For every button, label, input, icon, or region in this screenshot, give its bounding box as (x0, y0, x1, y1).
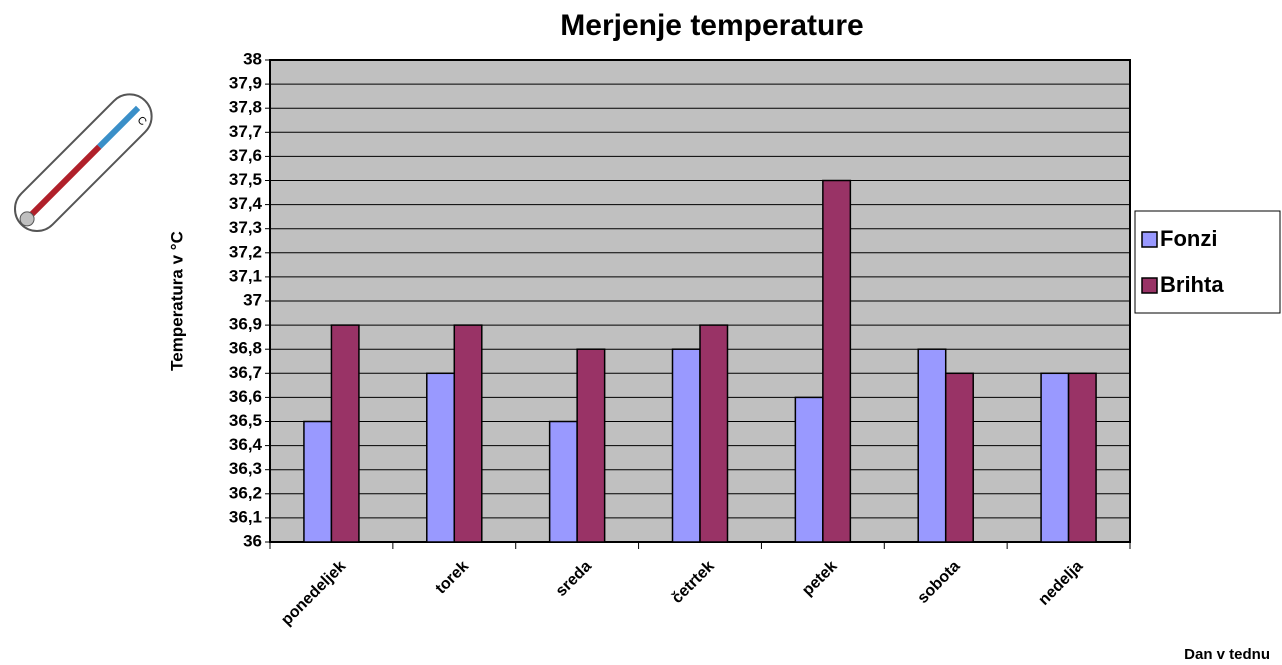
x-tick-label: sobota (914, 558, 963, 607)
x-tick-label: torek (432, 558, 472, 598)
legend-swatch (1141, 277, 1158, 294)
bar (822, 179, 852, 543)
y-tick-label: 36,2 (229, 483, 262, 502)
bar (944, 372, 974, 543)
bar (548, 420, 578, 543)
y-tick-label: 37,4 (229, 194, 263, 213)
x-axis-label: Dan v tednu (1184, 646, 1270, 663)
legend-swatch (1141, 231, 1158, 248)
bar (426, 372, 456, 543)
y-tick-label: 36,3 (229, 459, 262, 478)
bar (453, 324, 483, 543)
bar (671, 348, 701, 543)
y-tick-label: 36,4 (229, 435, 263, 454)
y-tick-label: 36,6 (229, 387, 262, 406)
y-axis-label: Temperatura v °C (167, 231, 186, 371)
bar (1067, 372, 1097, 543)
y-tick-label: 36,7 (229, 363, 262, 382)
chart-title: Merjenje temperature (560, 9, 863, 42)
legend-label: Fonzi (1160, 226, 1217, 251)
y-tick-label: 37,2 (229, 242, 262, 261)
legend-label: Brihta (1160, 272, 1224, 297)
x-tick-label: nedelja (1035, 558, 1086, 609)
x-tick-label: ponedeljek (278, 558, 349, 629)
y-tick-label: 37,1 (229, 266, 262, 285)
bar (794, 396, 824, 543)
x-tick-label: četrtek (669, 558, 718, 607)
y-tick-label: 36,5 (229, 411, 262, 430)
y-tick-label: 37,8 (229, 98, 262, 117)
y-tick-label: 36,1 (229, 507, 262, 526)
bar (576, 348, 606, 543)
y-tick-label: 37,3 (229, 218, 262, 237)
y-tick-label: 37,9 (229, 74, 262, 93)
y-tick-label: 37 (243, 290, 262, 309)
y-tick-label: 36,9 (229, 315, 262, 334)
y-tick-label: 38 (243, 49, 262, 68)
bar (330, 324, 360, 543)
y-tick-label: 36 (243, 531, 262, 550)
bar (917, 348, 947, 543)
bar (699, 324, 729, 543)
y-tick-label: 36,8 (229, 339, 262, 358)
y-tick-label: 37,6 (229, 146, 262, 165)
bar (303, 420, 333, 543)
thermometer-icon: C (13, 93, 153, 233)
x-tick-label: sreda (553, 558, 595, 600)
bar (1040, 372, 1070, 543)
y-tick-label: 37,5 (229, 170, 262, 189)
x-tick-label: petek (799, 558, 841, 600)
y-tick-label: 37,7 (229, 122, 262, 141)
legend (1134, 210, 1281, 314)
